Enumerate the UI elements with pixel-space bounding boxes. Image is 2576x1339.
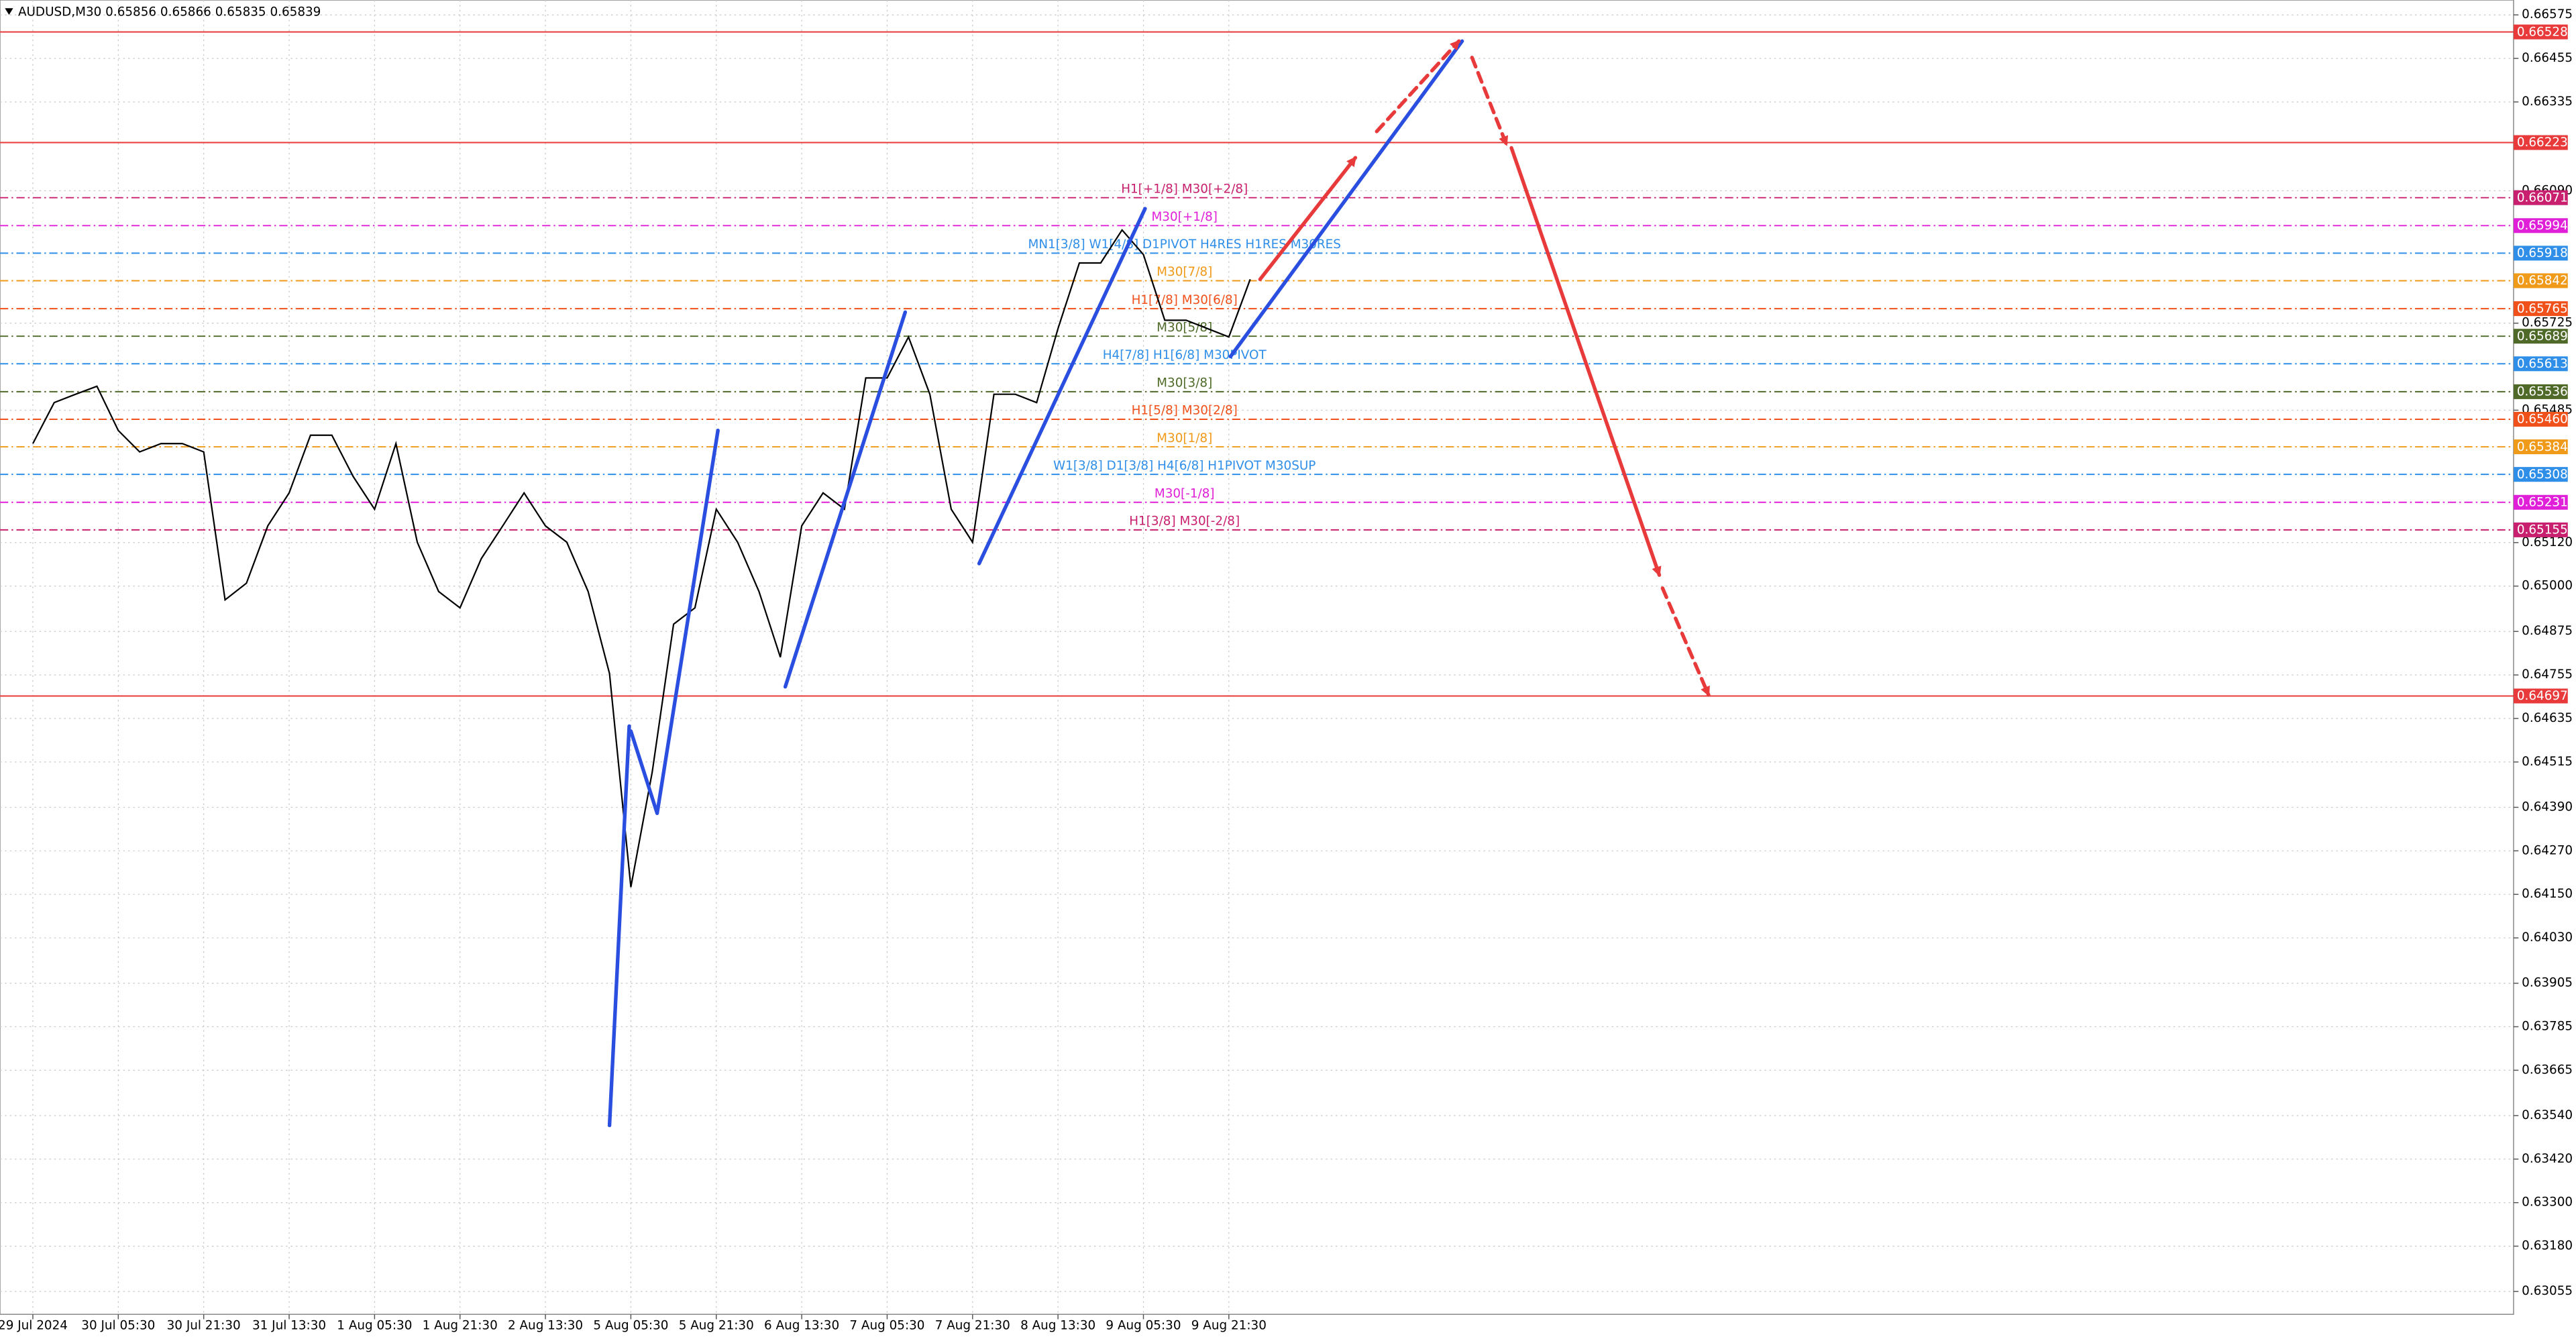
price-tag xyxy=(2513,218,2568,233)
plot-area xyxy=(0,0,2514,1315)
x-tick-label: 2 Aug 13:30 xyxy=(508,1318,583,1332)
series xyxy=(32,228,1251,888)
price-tag-label: 0.65613 xyxy=(2517,357,2568,371)
arrow-down-dashed xyxy=(1470,56,1509,147)
y-tick-label: 0.64635 xyxy=(2522,711,2573,725)
price-tag xyxy=(2513,494,2568,510)
level-label: MN1[3/8] W1[4/8] D1PIVOT H4RES H1RES M30… xyxy=(1028,237,1340,252)
price-tag xyxy=(2513,688,2568,704)
y-tick-label: 0.64030 xyxy=(2522,930,2573,945)
level-label: M30[5/8] xyxy=(1157,321,1212,335)
y-tick-label: 0.66575 xyxy=(2522,7,2573,21)
price-tag xyxy=(2513,467,2568,482)
x-tick-label: 30 Jul 21:30 xyxy=(167,1318,241,1332)
price-tag-label: 0.65689 xyxy=(2517,329,2568,343)
x-tick-label: 7 Aug 05:30 xyxy=(849,1318,924,1332)
price-tag-label: 0.65536 xyxy=(2517,385,2568,399)
y-tick-label: 0.64515 xyxy=(2522,755,2573,769)
price-tag xyxy=(2513,301,2568,317)
wave-lines xyxy=(607,39,1464,1128)
x-tick-label: 8 Aug 13:30 xyxy=(1020,1318,1095,1332)
price-tag-label: 0.64697 xyxy=(2517,689,2568,703)
y-tick-label: 0.63785 xyxy=(2522,1020,2573,1034)
level-label: H1[5/8] M30[2/8] xyxy=(1132,404,1238,418)
y-tick-label: 0.65000 xyxy=(2522,579,2573,593)
levels: 0.66528 0.66223 H1[+1/8] M30[+2/8] 0.66071 M… xyxy=(0,24,2568,704)
price-tag-label: 0.65308 xyxy=(2517,468,2568,482)
level-label: M30[-1/8] xyxy=(1155,487,1215,501)
level-label: M30[+1/8] xyxy=(1151,210,1217,224)
y-tick-label: 0.63300 xyxy=(2522,1195,2573,1210)
price-tag xyxy=(2513,384,2568,399)
y-tick-label: 0.64875 xyxy=(2522,624,2573,638)
arrow-down-dashed xyxy=(1660,586,1711,697)
price-tag xyxy=(2513,522,2568,537)
price-tag xyxy=(2513,24,2568,40)
arrow-down xyxy=(1509,146,1662,577)
price-tag-label: 0.65155 xyxy=(2517,523,2568,537)
arrow-up-dashed xyxy=(1375,39,1461,133)
symbol-menu-icon[interactable] xyxy=(5,8,13,15)
x-tick-label: 1 Aug 21:30 xyxy=(423,1318,498,1332)
x-tick-label: 5 Aug 05:30 xyxy=(593,1318,668,1332)
level-label: H1[3/8] M30[-2/8] xyxy=(1129,515,1240,529)
x-tick-label: 9 Aug 21:30 xyxy=(1191,1318,1267,1332)
y-tick-label: 0.63055 xyxy=(2522,1284,2573,1298)
price-tag xyxy=(2513,411,2568,427)
y-tick-label: 0.64390 xyxy=(2522,800,2573,814)
x-tick-label: 1 Aug 05:30 xyxy=(337,1318,412,1332)
price-tag-label: 0.65384 xyxy=(2517,440,2568,454)
level-label: M30[7/8] xyxy=(1157,265,1212,279)
price-tag-label: 0.66071 xyxy=(2517,191,2568,205)
y-tick-label: 0.63665 xyxy=(2522,1063,2573,1077)
y-tick-label: 0.66455 xyxy=(2522,51,2573,65)
price-tag xyxy=(2513,329,2568,344)
level-label: H4[7/8] H1[6/8] M30PIVOT xyxy=(1103,348,1267,362)
x-tick-label: 5 Aug 21:30 xyxy=(679,1318,754,1332)
price-tag-label: 0.66528 xyxy=(2517,25,2568,39)
y-tick-label: 0.64150 xyxy=(2522,887,2573,901)
y-tick-label: 0.65725 xyxy=(2522,316,2573,330)
level-label: W1[3/8] D1[3/8] H4[6/8] H1PIVOT M30SUP xyxy=(1053,459,1316,473)
x-tick-label: 30 Jul 05:30 xyxy=(81,1318,155,1332)
chart-title: AUDUSD,M30 0.65856 0.65866 0.65835 0.658… xyxy=(18,5,321,19)
price-tag xyxy=(2513,190,2568,205)
price-tag xyxy=(2513,356,2568,372)
price-tag-label: 0.66223 xyxy=(2517,136,2568,150)
x-tick-label: 29 Jul 2024 xyxy=(0,1318,68,1332)
level-label: H1[+1/8] M30[+2/8] xyxy=(1121,182,1248,196)
price-tag-label: 0.65918 xyxy=(2517,246,2568,260)
x-tick-label: 31 Jul 13:30 xyxy=(252,1318,326,1332)
arrow-up xyxy=(1258,156,1358,282)
price-tag-label: 0.65994 xyxy=(2517,219,2568,233)
y-tick-label: 0.65120 xyxy=(2522,535,2573,549)
y-tick-label: 0.63540 xyxy=(2522,1108,2573,1122)
price-tag-label: 0.65231 xyxy=(2517,496,2568,510)
price-tag-label: 0.65460 xyxy=(2517,413,2568,427)
price-tag xyxy=(2513,135,2568,150)
level-label: H1[7/8] M30[6/8] xyxy=(1132,293,1238,307)
price-tag xyxy=(2513,246,2568,261)
price-line xyxy=(32,228,1251,888)
level-label: M30[3/8] xyxy=(1157,376,1212,390)
y-tick-label: 0.63905 xyxy=(2522,976,2573,990)
x-tick-label: 7 Aug 21:30 xyxy=(935,1318,1010,1332)
price-tag-label: 0.65842 xyxy=(2517,274,2568,288)
x-tick-label: 9 Aug 05:30 xyxy=(1106,1318,1181,1332)
y-tick-label: 0.64755 xyxy=(2522,667,2573,682)
price-tag-label: 0.65765 xyxy=(2517,302,2568,316)
price-tag xyxy=(2513,439,2568,455)
price-tag xyxy=(2513,273,2568,288)
y-tick-label: 0.63420 xyxy=(2522,1152,2573,1166)
x-tick-label: 6 Aug 13:30 xyxy=(764,1318,839,1332)
y-tick-label: 0.63180 xyxy=(2522,1239,2573,1253)
annotations xyxy=(607,39,1711,1128)
y-tick-label: 0.66335 xyxy=(2522,95,2573,109)
y-tick-label: 0.64270 xyxy=(2522,843,2573,857)
level-label: M30[1/8] xyxy=(1157,431,1212,445)
